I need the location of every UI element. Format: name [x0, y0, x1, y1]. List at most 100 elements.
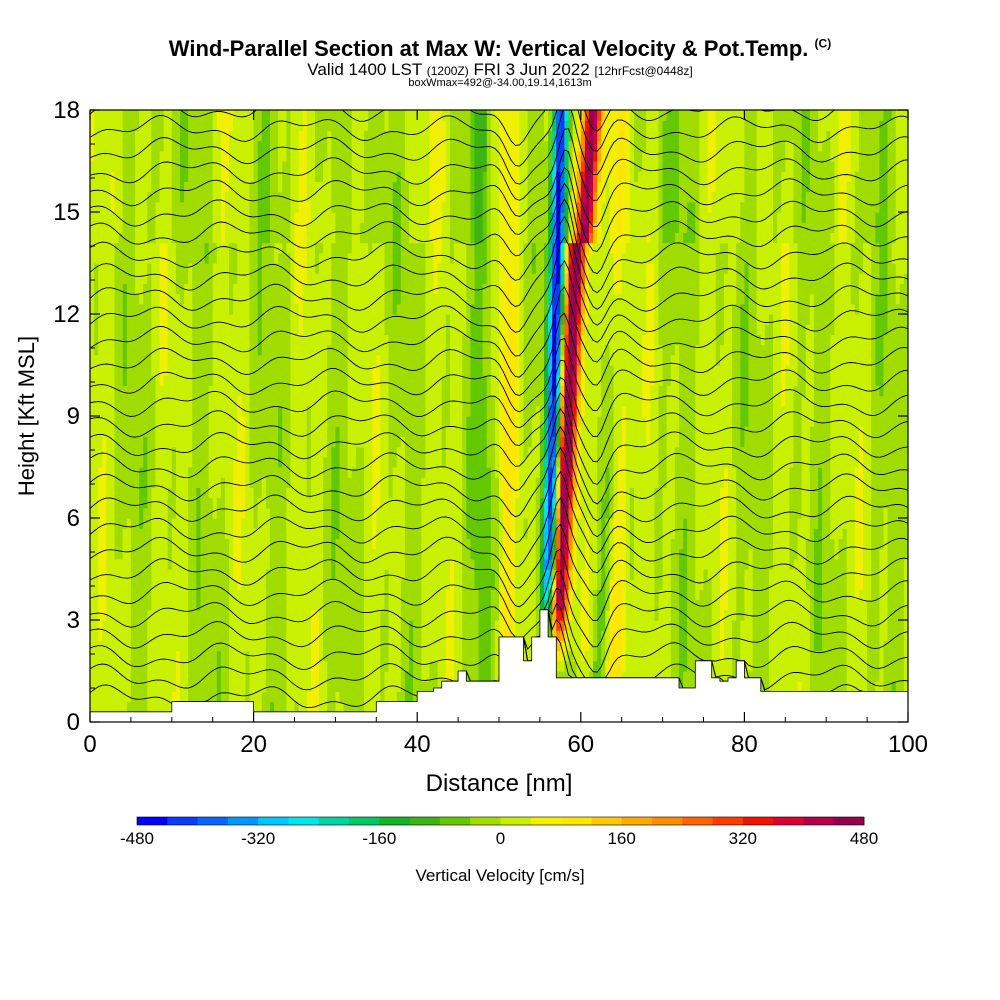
velocity-cell [388, 150, 394, 162]
velocity-cell [355, 375, 361, 386]
velocity-cell [134, 212, 140, 223]
velocity-cell [241, 589, 247, 601]
velocity-cell [384, 130, 390, 142]
velocity-cell [163, 293, 169, 305]
velocity-cell [433, 222, 439, 233]
velocity-cell [257, 171, 263, 182]
velocity-cell [335, 130, 341, 142]
velocity-cell [249, 589, 255, 601]
velocity-cell [384, 650, 390, 662]
velocity-cell [245, 426, 251, 437]
velocity-cell [208, 212, 214, 223]
velocity-cell [229, 660, 234, 672]
velocity-cell [351, 354, 357, 366]
velocity-cell [388, 365, 394, 376]
velocity-cell [380, 242, 386, 254]
velocity-cell [376, 150, 381, 162]
velocity-cell [155, 609, 161, 621]
velocity-cell [400, 416, 406, 427]
velocity-cell [179, 395, 185, 407]
velocity-cell [404, 681, 410, 692]
velocity-cell [192, 365, 197, 376]
velocity-cell [90, 110, 95, 121]
velocity-cell [298, 620, 304, 631]
velocity-cell [224, 161, 230, 172]
velocity-cell [347, 303, 353, 315]
velocity-cell [257, 130, 263, 142]
velocity-cell [327, 640, 332, 652]
velocity-cell [343, 212, 349, 223]
velocity-cell [392, 528, 398, 539]
velocity-cell [286, 548, 292, 560]
velocity-cell [241, 222, 247, 233]
velocity-cell [331, 650, 336, 662]
velocity-cell [376, 538, 381, 550]
velocity-cell [319, 691, 324, 703]
velocity-cell [310, 589, 316, 601]
velocity-cell [310, 640, 316, 652]
velocity-cell [310, 283, 316, 295]
velocity-cell [302, 365, 308, 376]
velocity-cell [274, 130, 279, 142]
velocity-cell [204, 538, 210, 550]
velocity-cell [425, 354, 431, 366]
velocity-cell [134, 252, 140, 264]
velocity-cell [241, 650, 247, 662]
velocity-cell [376, 548, 381, 560]
velocity-cell [327, 589, 332, 601]
velocity-cell [175, 620, 181, 631]
velocity-cell [179, 620, 185, 631]
velocity-cell [384, 456, 390, 468]
velocity-cell [359, 456, 365, 468]
velocity-cell [126, 181, 132, 193]
velocity-cell [253, 283, 259, 295]
velocity-cell [388, 314, 394, 325]
velocity-cell [171, 558, 177, 570]
velocity-cell [200, 487, 206, 499]
velocity-cell [245, 589, 251, 601]
velocity-cell [372, 671, 377, 682]
velocity-cell [253, 620, 259, 631]
velocity-cell [351, 701, 357, 713]
velocity-cell [347, 538, 353, 550]
velocity-cell [208, 518, 214, 529]
velocity-cell [265, 130, 271, 142]
velocity-cell [282, 589, 287, 601]
velocity-cell [372, 579, 377, 590]
velocity-cell [274, 263, 279, 274]
velocity-cell [278, 212, 283, 223]
velocity-cell [188, 681, 193, 692]
velocity-cell [237, 110, 242, 121]
velocity-cell [425, 283, 431, 295]
velocity-cell [159, 599, 165, 611]
velocity-cell [253, 589, 259, 601]
velocity-cell [372, 497, 377, 509]
velocity-cell [372, 232, 377, 244]
velocity-cell [404, 354, 410, 366]
velocity-cell [319, 201, 324, 213]
velocity-cell [167, 263, 173, 274]
velocity-cell [159, 579, 165, 590]
velocity-cell [102, 405, 107, 417]
velocity-cell [396, 589, 402, 601]
velocity-cell [233, 640, 238, 652]
velocity-cell [290, 548, 296, 560]
velocity-cell [294, 110, 300, 121]
velocity-cell [388, 375, 394, 386]
velocity-cell [233, 201, 238, 213]
velocity-cell [159, 334, 165, 346]
velocity-cell [249, 334, 255, 346]
velocity-cell [179, 150, 185, 162]
velocity-cell [188, 579, 193, 590]
velocity-cell [224, 569, 230, 580]
velocity-cell [286, 201, 292, 213]
velocity-cell [249, 201, 255, 213]
velocity-cell [294, 487, 300, 499]
velocity-cell [384, 446, 390, 458]
velocity-cell [192, 630, 197, 641]
velocity-cell [90, 589, 95, 601]
velocity-cell [265, 273, 271, 284]
velocity-cell [347, 691, 353, 703]
velocity-cell [155, 416, 161, 427]
velocity-cell [269, 518, 275, 529]
